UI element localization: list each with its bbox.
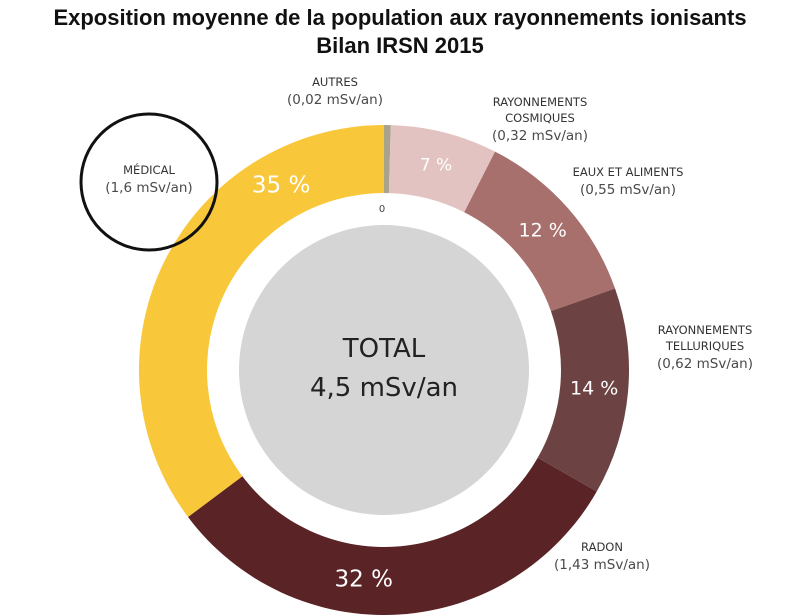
pct-label-radon: 32 %: [335, 567, 393, 593]
category-name-rayonnements-cosmiques-line2: COSMIQUES: [505, 111, 575, 125]
category-name-rayonnements-cosmiques-line1: RAYONNEMENTS: [493, 95, 588, 109]
category-name-autres: AUTRES: [312, 75, 358, 89]
pct-label-medical: 35 %: [252, 172, 310, 198]
category-name-rayonnements-telluriques-line1: RAYONNEMENTS: [658, 323, 753, 337]
center-total-label: TOTAL: [342, 334, 426, 364]
slice-radon: [188, 457, 597, 615]
chart-title: Exposition moyenne de la population aux …: [53, 5, 747, 30]
donut-slices: [138, 125, 629, 615]
category-value-radon: (1,43 mSv/an): [554, 557, 650, 573]
slice-eaux-et-aliments: [464, 151, 616, 312]
slice-medical: [138, 125, 384, 518]
category-name-rayonnements-telluriques-line2: TELLURIQUES: [665, 339, 744, 353]
slice-autres: [384, 125, 391, 194]
pct-label-rayonnements-telluriques: 14 %: [570, 377, 618, 399]
category-name-medical: MÉDICAL: [123, 162, 175, 177]
category-name-radon: RADON: [581, 540, 623, 554]
zero-tick-label: 0: [379, 204, 385, 215]
chart-title-block: Exposition moyenne de la population aux …: [0, 4, 800, 60]
slice-rayonnements-cosmiques: [388, 125, 496, 213]
category-labels: AUTRES (0,02 mSv/an) 7 % RAYONNEMENTS COSMIQ…: [105, 75, 753, 593]
category-value-medical: (1,6 mSv/an): [105, 180, 192, 196]
highlight-circle: [79, 112, 219, 252]
pct-label-rayonnements-cosmiques: 7 %: [420, 156, 452, 176]
pct-label-eaux-et-aliments: 12 %: [519, 219, 567, 241]
category-value-autres: (0,02 mSv/an): [287, 92, 383, 108]
chart-subtitle: Bilan IRSN 2015: [316, 33, 484, 58]
center-total-value: 4,5 mSv/an: [310, 373, 458, 403]
category-value-eaux-et-aliments: (0,55 mSv/an): [580, 182, 676, 198]
slice-rayonnements-telluriques: [537, 288, 629, 492]
category-value-rayonnements-telluriques: (0,62 mSv/an): [657, 356, 753, 372]
category-value-rayonnements-cosmiques: (0,32 mSv/an): [492, 128, 588, 144]
center-disc: [239, 225, 529, 515]
category-name-eaux-et-aliments: EAUX ET ALIMENTS: [573, 165, 684, 179]
